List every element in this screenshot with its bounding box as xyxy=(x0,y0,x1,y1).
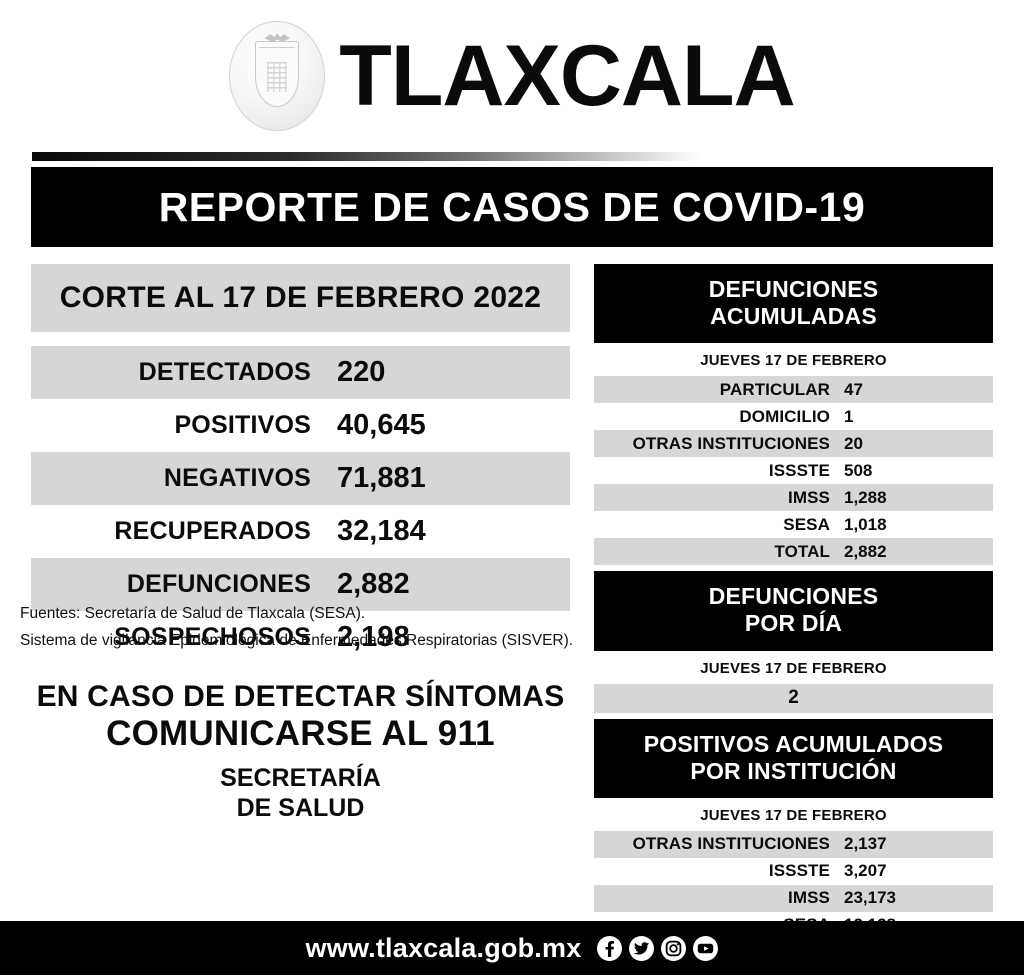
sources-line-1: Fuentes: Secretaría de Salud de Tlaxcala… xyxy=(20,605,366,622)
row-pos-otras-instituciones: OTRAS INSTITUCIONES 2,137 xyxy=(594,830,993,858)
panel-title-line-2: POR DÍA xyxy=(744,610,843,637)
instagram-icon[interactable] xyxy=(661,935,687,961)
stat-value: 40,645 xyxy=(337,409,426,441)
corte-header: CORTE AL 17 DE FEBRERO 2022 xyxy=(31,264,570,332)
row-defunciones-por-dia-value: 2 xyxy=(594,683,993,713)
row-label: OTRAS INSTITUCIONES xyxy=(632,433,830,453)
row-value: 1,018 xyxy=(844,514,887,534)
secretaria-line-2: DE SALUD xyxy=(236,794,365,823)
stat-row-positivos: POSITIVOS 40,645 xyxy=(31,399,570,452)
tlaxcala-coat-of-arms-seal-icon xyxy=(229,21,326,131)
stat-value: 220 xyxy=(337,356,386,388)
row-particular: PARTICULAR 47 xyxy=(594,376,993,404)
stat-label: RECUPERADOS xyxy=(114,517,311,545)
row-domicilio: DOMICILIO 1 xyxy=(594,403,993,430)
row-value: 1 xyxy=(844,406,854,426)
row-label: ISSSTE xyxy=(768,861,830,881)
panel-date-positivos-acumulados: JUEVES 17 DE FEBRERO xyxy=(700,806,887,824)
page-title: REPORTE DE CASOS DE COVID-19 xyxy=(158,183,866,230)
emergency-callout: EN CASO DE DETECTAR SÍNTOMAS COMUNICARSE… xyxy=(31,680,570,754)
row-otras-instituciones: OTRAS INSTITUCIONES 20 xyxy=(594,430,993,458)
website-url[interactable]: www.tlaxcala.gob.mx xyxy=(305,932,582,963)
row-label: OTRAS INSTITUCIONES xyxy=(632,834,830,854)
stat-label: NEGATIVOS xyxy=(163,464,311,492)
row-label: IMSS xyxy=(788,888,830,908)
stat-value: 2,882 xyxy=(337,568,410,600)
stat-value: 2,198 xyxy=(337,621,410,653)
stat-row-sospechosos: SOSPECHOSOS 2,198 xyxy=(31,611,570,664)
right-column: DEFUNCIONES ACUMULADAS JUEVES 17 DE FEBR… xyxy=(594,264,993,966)
youtube-icon[interactable] xyxy=(693,935,719,961)
stat-row-detectados: DETECTADOS 220 xyxy=(31,346,570,399)
twitter-icon[interactable] xyxy=(629,935,655,961)
stat-row-recuperados: RECUPERADOS 32,184 xyxy=(31,505,570,558)
sources-note: Fuentes: Secretaría de Salud de Tlaxcala… xyxy=(20,600,590,654)
stat-label: SOSPECHOSOS xyxy=(114,623,311,651)
stat-label: POSITIVOS xyxy=(174,411,311,439)
row-issste: ISSSTE 508 xyxy=(594,457,993,484)
left-column: CORTE AL 17 DE FEBRERO 2022 DETECTADOS 2… xyxy=(31,264,570,823)
row-value: 2,137 xyxy=(844,834,887,854)
secretaria-line-1: SECRETARÍA xyxy=(220,764,381,793)
gradient-divider xyxy=(32,152,700,161)
row-label: ISSSTE xyxy=(768,460,830,480)
stat-row-negativos: NEGATIVOS 71,881 xyxy=(31,452,570,505)
row-label: IMSS xyxy=(788,487,830,507)
panel-title-line-1: DEFUNCIONES xyxy=(708,276,879,302)
panel-title-line-1: POSITIVOS ACUMULADOS xyxy=(643,730,944,757)
row-value: 3,207 xyxy=(844,861,887,881)
row-pos-issste: ISSSTE 3,207 xyxy=(594,858,993,885)
panel-title-line-2: ACUMULADAS xyxy=(710,303,877,330)
panel-header-positivos-acumulados: POSITIVOS ACUMULADOS POR INSTITUCIÓN xyxy=(594,718,993,798)
sources-line-2: Sistema de vigilancia Epidemiológica de … xyxy=(20,632,574,650)
brand-header: TLAXCALA xyxy=(0,0,1024,148)
row-value: 2,882 xyxy=(844,541,887,561)
row-label: SESA xyxy=(783,514,830,534)
row-label: PARTICULAR xyxy=(719,379,830,399)
stat-label: DEFUNCIONES xyxy=(126,570,311,598)
row-value: 20 xyxy=(844,433,863,453)
panel-title-line-2: POR INSTITUCIÓN xyxy=(690,757,897,784)
seal-shield xyxy=(255,41,300,107)
row-imss: IMSS 1,288 xyxy=(594,484,993,512)
seal-eagle-icon xyxy=(264,33,291,42)
panel-date-defunciones-acumuladas: JUEVES 17 DE FEBRERO xyxy=(700,352,887,370)
stat-label: DETECTADOS xyxy=(138,358,311,386)
secretaria-de-salud: SECRETARÍA DE SALUD xyxy=(31,763,570,823)
row-total: TOTAL 2,882 xyxy=(594,538,993,566)
row-label: DOMICILIO xyxy=(739,406,830,426)
facebook-icon[interactable] xyxy=(597,935,623,961)
footer-bar: www.tlaxcala.gob.mx xyxy=(0,921,1024,975)
row-value: 47 xyxy=(844,379,863,399)
stat-row-defunciones: DEFUNCIONES 2,882 xyxy=(31,558,570,611)
stat-value: 32,184 xyxy=(337,515,426,547)
social-links xyxy=(597,935,719,961)
report-title-bar: REPORTE DE CASOS DE COVID-19 xyxy=(31,167,993,247)
row-sesa: SESA 1,018 xyxy=(594,511,993,538)
panel-title-line-1: DEFUNCIONES xyxy=(708,583,879,610)
row-label: TOTAL xyxy=(774,541,830,561)
corte-header-label: CORTE AL 17 DE FEBRERO 2022 xyxy=(59,281,542,314)
stat-value: 71,881 xyxy=(337,462,426,494)
row-value: 1,288 xyxy=(844,487,887,507)
callout-phone-text: COMUNICARSE AL 911 xyxy=(106,713,495,753)
row-value: 23,173 xyxy=(844,888,896,908)
panel-date-defunciones-por-dia: JUEVES 17 DE FEBRERO xyxy=(700,659,887,677)
row-value: 508 xyxy=(844,460,873,480)
row-pos-imss: IMSS 23,173 xyxy=(594,884,993,912)
panel-header-defunciones-acumuladas: DEFUNCIONES ACUMULADAS xyxy=(594,264,993,344)
panel-header-defunciones-por-dia: DEFUNCIONES POR DÍA xyxy=(594,571,993,651)
tlaxcala-wordmark: TLAXCALA xyxy=(339,28,795,124)
callout-symptoms-text: EN CASO DE DETECTAR SÍNTOMAS xyxy=(36,680,565,713)
